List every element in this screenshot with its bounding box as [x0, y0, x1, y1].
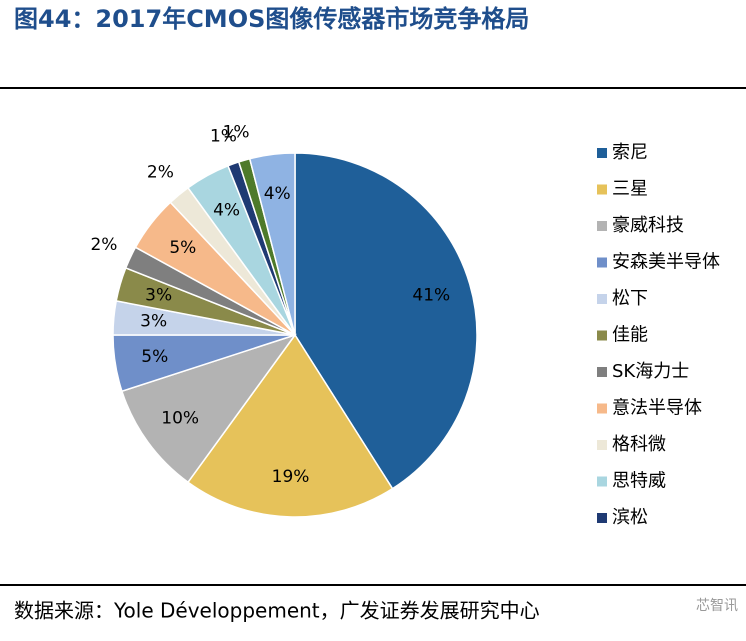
data-label: 4% — [264, 184, 291, 204]
data-label: 5% — [169, 238, 196, 258]
pie-slice — [294, 152, 478, 490]
legend-label: 三星 — [612, 179, 648, 200]
legend-label: 意法半导体 — [612, 398, 702, 419]
data-label: 41% — [412, 285, 450, 305]
legend-swatch — [597, 294, 607, 304]
data-label: 2% — [90, 235, 117, 255]
legend-swatch — [597, 513, 607, 523]
legend-swatch — [597, 367, 607, 377]
legend-label: SK海力士 — [612, 361, 689, 382]
watermark: 芯智讯 — [696, 598, 738, 614]
legend-label: 滨松 — [612, 507, 648, 528]
legend-label: 格科微 — [612, 434, 666, 455]
data-label: 3% — [145, 285, 172, 305]
data-label: 5% — [141, 347, 168, 367]
legend-swatch — [597, 221, 607, 231]
data-label: 19% — [272, 467, 310, 487]
legend-label: 松下 — [612, 288, 648, 309]
legend-swatch — [597, 184, 607, 195]
pie-slice — [120, 333, 297, 484]
legend-swatch — [597, 330, 607, 341]
data-label: 3% — [140, 312, 167, 332]
data-label: 1% — [223, 122, 250, 142]
legend-swatch — [597, 403, 607, 414]
data-label: 4% — [213, 201, 240, 221]
legend-label: 安森美半导体 — [612, 252, 720, 273]
chart-title: 图44：2017年CMOS图像传感器市场竞争格局 — [14, 5, 529, 33]
legend-swatch — [597, 148, 607, 158]
data-label: 1% — [210, 126, 237, 146]
pie-slice — [186, 333, 394, 518]
legend-swatch — [597, 440, 607, 450]
legend-label: 索尼 — [612, 142, 648, 163]
data-label: 2% — [147, 162, 174, 182]
data-label: 10% — [161, 408, 199, 428]
legend-label: 思特威 — [612, 471, 666, 492]
legend-swatch — [597, 476, 607, 487]
legend-swatch — [597, 257, 607, 268]
pie-slice — [248, 152, 296, 336]
legend-label: 佳能 — [612, 325, 648, 346]
legend-label: 豪威科技 — [612, 215, 684, 236]
source: 数据来源：Yole Développement，广发证券发展研究中心 — [14, 599, 540, 623]
